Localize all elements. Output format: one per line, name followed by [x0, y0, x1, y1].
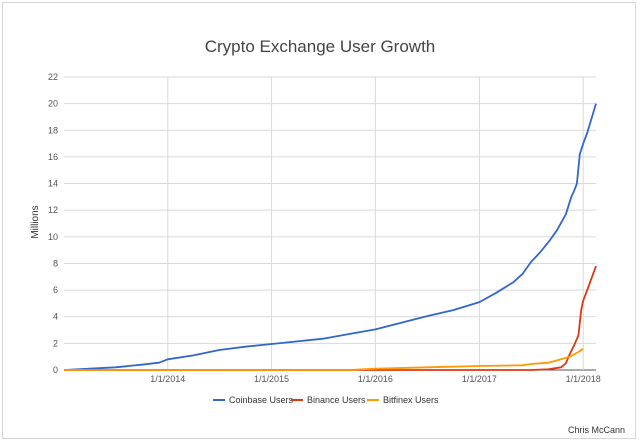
series-line-coinbase-users: [63, 103, 597, 371]
y-axis-label: Millions: [30, 205, 41, 238]
series-line-bitfinex-users: [64, 347, 584, 371]
y-tick-label: 10: [48, 232, 58, 242]
y-tick-label: 18: [48, 125, 58, 135]
y-tick-label: 2: [53, 338, 58, 348]
y-tick-label: 0: [53, 365, 58, 375]
y-tick-label: 14: [48, 179, 58, 189]
x-tick-label: 1/1/2018: [566, 374, 601, 384]
legend: Coinbase Users Binance Users Bitfinex User…: [213, 395, 439, 405]
series-lines: [63, 103, 597, 371]
y-tick-label: 22: [48, 72, 58, 82]
y-tick-label: 4: [53, 312, 58, 322]
y-tick-label: 6: [53, 285, 58, 295]
y-tick-label: 12: [48, 205, 58, 215]
x-tick-label: 1/1/2016: [358, 374, 393, 384]
chart-title: Crypto Exchange User Growth: [205, 37, 436, 56]
x-tick-label: 1/1/2017: [462, 374, 497, 384]
y-tick-label: 8: [53, 258, 58, 268]
chart-frame: [2, 2, 636, 439]
y-tick-label: 20: [48, 99, 58, 109]
legend-label-coinbase-users: Coinbase Users: [229, 395, 294, 405]
author-credit: Chris McCann: [568, 425, 625, 435]
x-tick-label: 1/1/2015: [254, 374, 289, 384]
series-line-binance-users: [64, 265, 597, 371]
legend-label-bitfinex-users: Bitfinex Users: [383, 395, 439, 405]
y-tick-label: 16: [48, 152, 58, 162]
gridlines: [64, 76, 596, 371]
x-tick-label: 1/1/2014: [150, 374, 185, 384]
legend-label-binance-users: Binance Users: [307, 395, 366, 405]
x-tick-labels: 1/1/2014 1/1/2015 1/1/2016 1/1/2017 1/1/2018: [150, 374, 600, 384]
y-tick-labels: 0 2 4 6 8 10 12 14 16 18 20 22: [48, 72, 58, 375]
